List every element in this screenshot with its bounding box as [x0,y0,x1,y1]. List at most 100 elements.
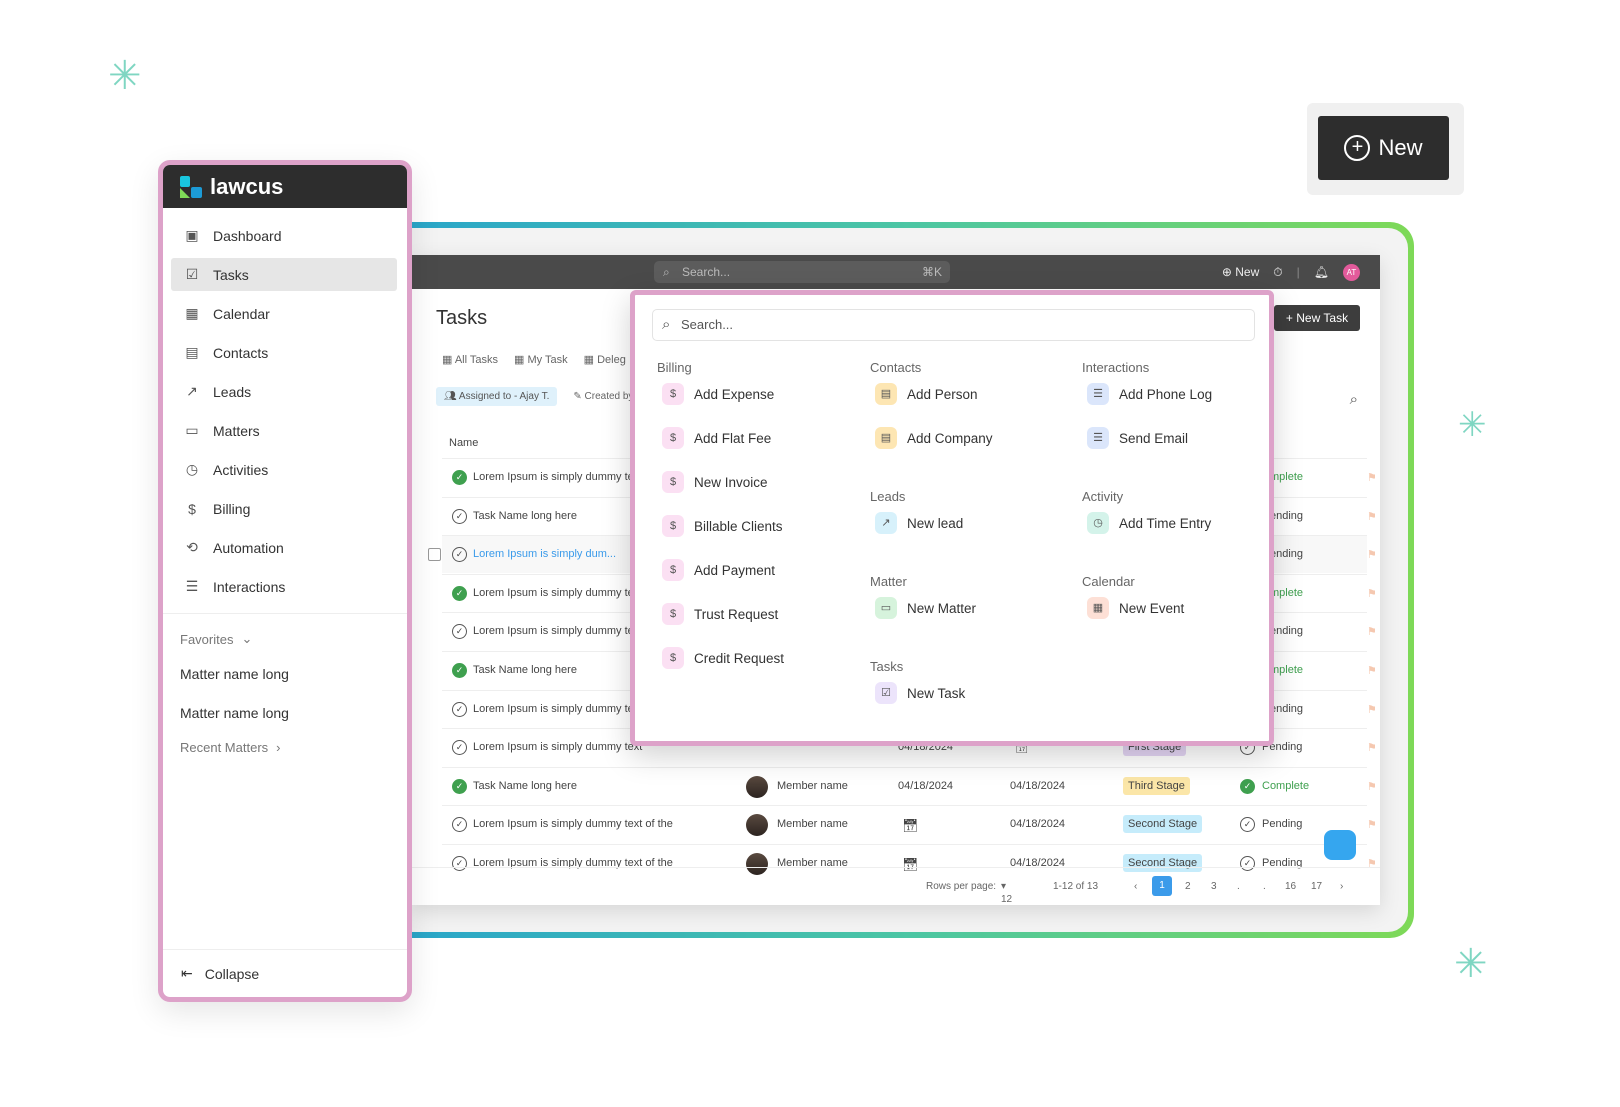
recent-matters-toggle[interactable]: Recent Matters › [180,739,281,755]
task-name[interactable]: Task Name long here [473,779,577,792]
column-header-name[interactable]: Name [449,437,479,449]
task-name[interactable]: Lorem Ipsum is simply dummy text [473,741,643,754]
menu-item-new-task[interactable]: ☑ New Task [875,682,965,704]
group-title-activity: Activity [1082,489,1124,504]
menu-item-add-company[interactable]: ▤ Add Company [875,427,993,449]
task-name[interactable]: Task Name long here [473,509,577,522]
bell-icon[interactable]: 🔔︎ [1313,265,1329,279]
table-row[interactable]: ✓ Lorem Ipsum is simply dummy text of the… [442,844,1377,882]
favorites-toggle[interactable]: Favorites ⌄ [180,631,253,647]
global-search-input[interactable]: ⌕ Search... ⌘K [654,261,950,283]
menu-item-new-event[interactable]: ▦ New Event [1087,597,1184,619]
check-circle-icon[interactable]: ✓ [452,740,467,756]
dropdown-search-input[interactable]: ⌕ Search... [652,309,1255,341]
sidebar-item-matters[interactable]: ▭ Matters [171,414,397,447]
check-circle-icon[interactable]: ✓ [452,547,467,563]
sidebar-item-leads[interactable]: ↗ Leads [171,375,397,408]
menu-item-add-flat-fee[interactable]: $ Add Flat Fee [662,427,771,449]
collapse-button[interactable]: ⇤ Collapse [163,949,407,997]
page-3-button[interactable]: 3 [1211,881,1217,892]
sidebar-item-dashboard[interactable]: ▣ Dashboard [171,219,397,252]
page-1-button[interactable]: 1 [1152,876,1172,896]
rows-per-page-select[interactable]: 12 ▾ [1001,881,1013,905]
chat-widget-button[interactable] [1324,830,1356,860]
sidebar-item-automation[interactable]: ⟲ Automation [171,531,397,564]
flag-icon[interactable]: ⚑ [1367,703,1377,716]
new-button-large[interactable]: + New [1318,116,1449,180]
menu-item-add-time-entry[interactable]: ◷ Add Time Entry [1087,512,1211,534]
flag-icon[interactable]: ⚑ [1367,549,1377,562]
new-task-button[interactable]: + New Task [1274,305,1360,331]
prev-page-button[interactable]: ‹ [1134,881,1138,892]
sidebar-item-activities[interactable]: ◷ Activities [171,453,397,486]
menu-item-add-expense[interactable]: $ Add Expense [662,383,774,405]
menu-item-add-person[interactable]: ▤ Add Person [875,383,978,405]
tab-my-task[interactable]: ▦ My Task [514,354,568,366]
check-circle-icon[interactable]: ✓ [452,701,467,717]
menu-item-billable-clients[interactable]: $ Billable Clients [662,515,783,537]
user-avatar[interactable]: AT [1343,263,1360,281]
sidebar-item-tasks[interactable]: ☑ Tasks [171,258,397,291]
flag-icon[interactable]: ⚑ [1367,587,1377,600]
check-filled-icon[interactable]: ✓ [452,585,467,601]
favorite-item[interactable]: Matter name long [180,704,289,721]
check-circle-icon[interactable]: ✓ [452,817,467,833]
timer-icon[interactable]: ⏱ [1273,264,1283,279]
sidebar-item-label: Leads [213,383,252,400]
page-16-button[interactable]: 16 [1285,881,1297,892]
check-filled-icon[interactable]: ✓ [452,470,467,485]
table-row[interactable]: ✓ Lorem Ipsum is simply dummy text of the… [442,805,1377,843]
sidebar-item-label: Tasks [213,266,249,283]
menu-item-new-lead[interactable]: ↗ New lead [875,512,963,534]
page-17-button[interactable]: 17 [1311,881,1323,892]
next-page-button[interactable]: › [1340,881,1344,892]
flag-icon[interactable]: ⚑ [1367,780,1377,793]
flag-icon[interactable]: ⚑ [1367,665,1377,677]
sidebar-item-contacts[interactable]: ▤ Contacts [171,336,397,369]
check-circle-icon[interactable]: ✓ [452,856,467,871]
task-name[interactable]: Lorem Ipsum is simply dummy text [473,471,643,483]
menu-item-credit-request[interactable]: $ Credit Request [662,647,784,669]
flag-icon[interactable]: ⚑ [1367,510,1377,523]
table-search-icon[interactable]: ⌕ [1349,391,1358,408]
ellipsis: . [1263,881,1266,892]
menu-item-add-phone-log[interactable]: ☰ Add Phone Log [1087,383,1212,405]
sidebar-item-interactions[interactable]: ☰ Interactions [171,570,397,603]
flag-icon[interactable]: ⚑ [1367,819,1377,832]
page-2-button[interactable]: 2 [1185,881,1191,892]
check-circle-icon[interactable]: ✓ [452,508,467,524]
flag-icon[interactable]: ⚑ [1367,858,1377,870]
task-name[interactable]: Task Name long here [473,664,577,676]
new-button[interactable]: ⊕ New [1221,265,1260,279]
flag-icon[interactable]: ⚑ [1367,742,1377,755]
sidebar-item-calendar[interactable]: ▦ Calendar [171,297,397,330]
menu-item-trust-request[interactable]: $ Trust Request [662,603,778,625]
task-name[interactable]: Lorem Ipsum is simply dummy text of the [473,857,673,869]
task-name[interactable]: Lorem Ipsum is simply dum... [473,548,617,561]
tab-delegated[interactable]: ▦ Deleg [583,354,626,366]
flag-icon[interactable]: ⚑ [1367,626,1377,639]
sidebar: lawcus ▣ Dashboard ☑ Tasks ▦ Calendar ▤ Contact… [158,160,412,1002]
filter-assigned-to[interactable]: 👥︎ Assigned to - Ajay T. [436,387,558,406]
menu-item-new-matter[interactable]: ▭ New Matter [875,597,976,619]
task-name[interactable]: Lorem Ipsum is simply dummy text [473,586,643,599]
tab-all-tasks[interactable]: ▦ All Tasks [442,354,499,366]
row-checkbox[interactable] [428,548,441,562]
filter-created-by[interactable]: ✎ Created by [573,391,634,402]
table-row[interactable]: ✓ Task Name long here Member name 04/18/202… [442,766,1377,805]
sidebar-item-billing[interactable]: $ Billing [171,492,397,525]
favorite-item[interactable]: Matter name long [180,665,289,682]
menu-item-new-invoice[interactable]: $ New Invoice [662,471,768,493]
check-filled-icon[interactable]: ✓ [452,663,467,678]
menu-item-add-payment[interactable]: $ Add Payment [662,559,775,581]
task-name[interactable]: Lorem Ipsum is simply dummy text [473,625,643,638]
flag-icon[interactable]: ⚑ [1367,472,1377,484]
calendar-add-icon[interactable]: 📅︎ [902,818,919,834]
task-name[interactable]: Lorem Ipsum is simply dummy text of the [473,818,673,831]
menu-item-send-email[interactable]: ☰ Send Email [1087,427,1188,449]
check-filled-icon[interactable]: ✓ [452,778,467,794]
calendar-add-icon[interactable]: 📅︎ [902,857,919,872]
sidebar-item-label: Billing [213,500,251,517]
check-circle-icon[interactable]: ✓ [452,624,467,640]
task-name[interactable]: Lorem Ipsum is simply dummy text [473,702,643,715]
